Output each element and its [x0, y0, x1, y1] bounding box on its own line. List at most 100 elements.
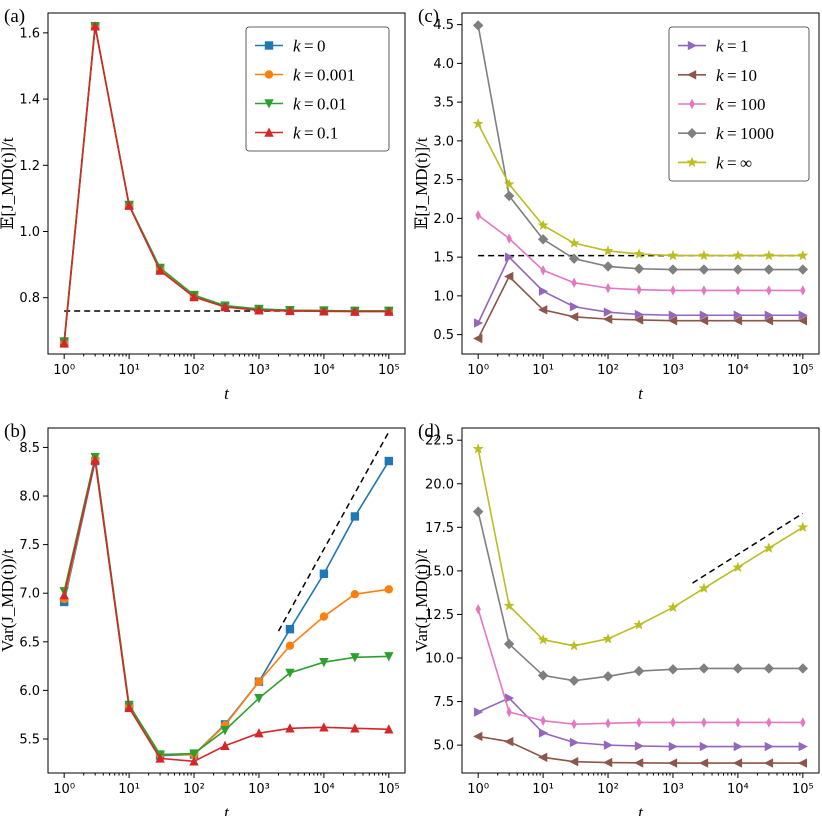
panel-label: (c): [418, 6, 439, 27]
data-point: [732, 758, 743, 768]
data-point: [319, 306, 329, 316]
legend-marker: [686, 128, 698, 139]
y-tick-label: 17.5: [425, 521, 454, 536]
series: [473, 271, 808, 344]
data-point: [735, 717, 741, 728]
data-point: [602, 671, 614, 682]
data-point: [733, 741, 743, 752]
data-point: [569, 737, 580, 748]
y-tick-label: 2.5: [433, 173, 454, 188]
data-point: [634, 309, 645, 320]
x-tick-label: 10¹: [118, 782, 140, 797]
data-point: [384, 724, 394, 734]
data-point: [569, 302, 580, 312]
data-point: [800, 717, 806, 728]
data-point: [350, 653, 360, 663]
x-tick-label: 10²: [183, 782, 205, 797]
data-point: [350, 306, 360, 316]
x-tick-label: 10⁰: [467, 782, 489, 797]
x-tick-label: 10¹: [532, 363, 554, 378]
data-point: [90, 21, 100, 31]
data-point: [797, 758, 808, 768]
data-point: [766, 285, 772, 296]
data-point: [633, 248, 645, 259]
x-tick-label: 10¹: [118, 363, 140, 378]
x-axis-label: t: [224, 384, 230, 403]
y-tick-label: 22.5: [425, 434, 454, 449]
data-point: [472, 20, 484, 31]
legend: k = 0 k = 0.001 k = 0.01 k = 0.1: [245, 26, 390, 152]
x-tick-label: 10³: [662, 782, 684, 797]
series-line: [478, 735, 803, 764]
data-point: [506, 706, 512, 718]
data-point: [473, 333, 483, 344]
data-point: [732, 315, 743, 326]
legend-label: k = 1000: [716, 124, 774, 143]
data-point: [667, 315, 678, 326]
data-point: [603, 314, 613, 324]
data-point: [90, 455, 100, 465]
x-tick-label: 10³: [662, 363, 684, 378]
data-point: [797, 264, 809, 275]
data-point: [537, 670, 549, 681]
series: [475, 210, 806, 296]
data-point: [603, 307, 614, 317]
legend: k = 1 k = 10 k = 100 k = 1000 k = ∞: [668, 26, 810, 182]
data-point: [475, 604, 481, 615]
data-point: [667, 758, 678, 768]
data-point: [698, 315, 709, 326]
data-point: [636, 284, 642, 295]
series-line: [477, 448, 804, 647]
y-tick-label: 0.5: [433, 328, 454, 343]
data-point: [797, 249, 809, 261]
plot-area: [472, 443, 809, 768]
data-point: [538, 752, 548, 763]
y-tick-label: 8.0: [19, 490, 40, 505]
y-tick-label: 5.5: [19, 732, 40, 747]
data-point: [537, 234, 549, 245]
data-point: [503, 638, 515, 650]
data-point: [319, 612, 329, 621]
data-point: [285, 624, 295, 634]
data-point: [503, 190, 515, 202]
legend-marker: [264, 127, 274, 137]
panel-label: (d): [418, 421, 440, 442]
data-point: [504, 736, 514, 747]
x-tick-label: 10⁴: [727, 363, 749, 378]
data-point: [319, 722, 329, 732]
y-tick-label: 4.0: [433, 57, 454, 72]
data-point: [506, 233, 512, 244]
data-point: [350, 723, 360, 733]
data-point: [733, 310, 743, 320]
legend-marker: [264, 41, 274, 50]
data-point: [540, 715, 546, 726]
data-point: [568, 253, 580, 264]
data-point: [764, 741, 774, 752]
y-tick-label: 3.0: [433, 134, 454, 149]
y-axis-label: 𝔼[J_MD(t)]/t: [0, 137, 17, 230]
data-point: [763, 264, 775, 275]
data-point: [699, 741, 709, 752]
data-point: [285, 668, 295, 678]
data-point: [800, 285, 806, 296]
x-tick-label: 10⁰: [53, 782, 75, 797]
series-line: [63, 459, 389, 763]
data-point: [285, 641, 295, 650]
legend-label: k = 10: [716, 66, 757, 85]
data-point: [764, 310, 774, 320]
series: [59, 452, 394, 760]
series: [475, 604, 806, 730]
data-point: [285, 305, 295, 316]
data-point: [59, 590, 69, 600]
data-point: [798, 310, 808, 320]
data-point: [475, 210, 481, 221]
x-tick-label: 10⁵: [792, 782, 814, 797]
data-point: [602, 261, 614, 272]
x-tick-label: 10⁴: [313, 782, 335, 797]
plot-area: [59, 431, 394, 766]
x-axis-label: t: [638, 384, 644, 403]
x-tick-label: 10³: [248, 363, 270, 378]
data-point: [763, 249, 775, 261]
y-tick-label: 1.6: [19, 26, 40, 41]
data-point: [504, 693, 515, 703]
